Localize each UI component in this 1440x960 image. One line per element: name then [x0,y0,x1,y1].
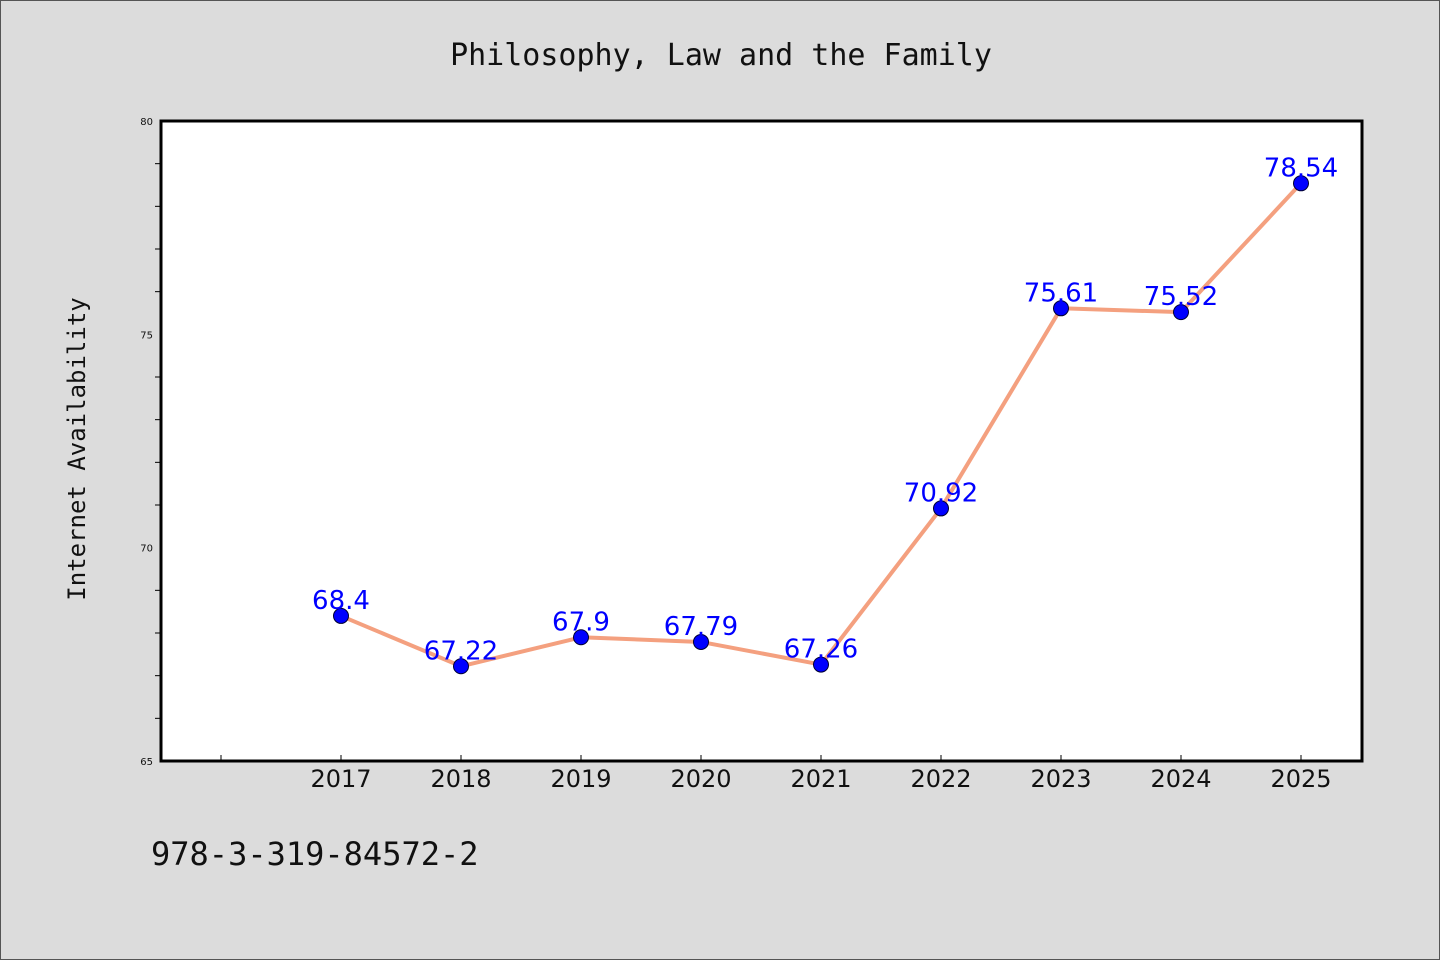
chart-title: Philosophy, Law and the Family [450,38,992,73]
data-label: 75.61 [1024,278,1098,308]
data-label: 78.54 [1264,153,1338,183]
data-point [1293,175,1309,192]
plot-area [159,119,1364,763]
x-tick-label: 2025 [1270,765,1331,793]
x-tick-label: 2020 [670,765,731,793]
axis-ticks: 65 70 75 80 2017 2018 2019 2020 2021 2022 2023 2024… [140,117,1331,793]
data-point [573,629,589,646]
data-point [453,658,469,675]
y-tick-label: 80 [140,117,153,128]
data-label: 67.26 [784,635,858,665]
x-tick-label: 2022 [910,765,971,793]
x-tick-label: 2021 [790,765,851,793]
y-tick-label: 65 [140,757,153,768]
data-label: 67.79 [664,612,738,642]
data-point [333,607,349,624]
data-label: 70.92 [904,478,978,508]
data-label: 68.4 [312,586,370,616]
x-tick-label: 2024 [1150,765,1211,793]
x-tick-label: 2023 [1030,765,1091,793]
data-label: 67.9 [552,607,610,637]
series-line-layer [333,175,1309,675]
data-point [813,656,829,673]
x-tick-label: 2019 [550,765,611,793]
y-axis-label: Internet Availability [63,297,91,600]
y-tick-label: 75 [140,330,153,341]
data-point [1053,300,1069,317]
data-point [693,633,709,650]
data-label: 75.52 [1144,282,1218,312]
data-labels-layer: 68.4 67.22 67.9 67.79 67.26 70.92 75.61 75.52 78… [312,153,1338,666]
x-tick-label: 2017 [310,765,371,793]
y-tick-label: 70 [140,544,153,555]
data-label: 67.22 [424,636,498,666]
footer-code: 978-3-319-84572-2 [151,835,479,873]
data-point [933,500,949,517]
x-tick-label: 2018 [430,765,491,793]
data-point [1173,304,1189,321]
